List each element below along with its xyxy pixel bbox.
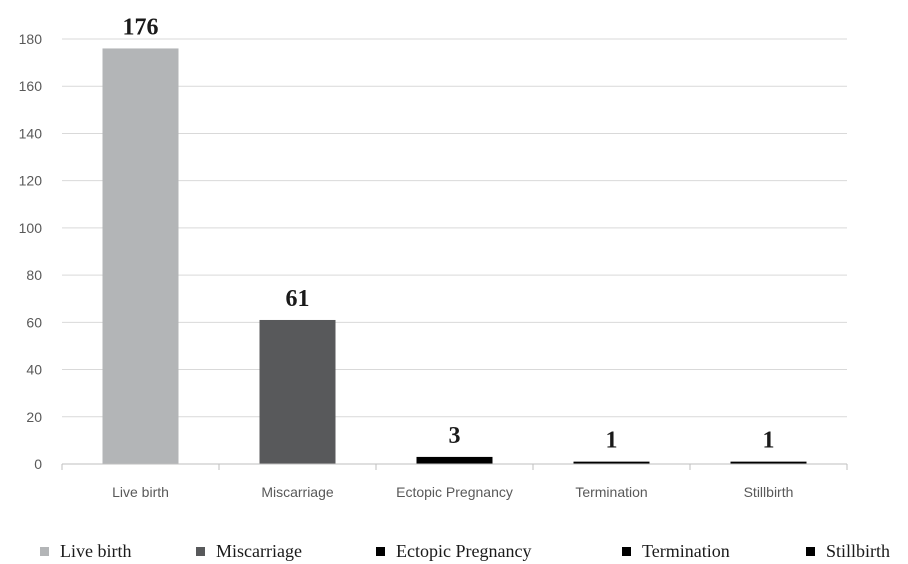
data-label: 3 [449, 423, 461, 449]
legend-entry: Live birth [60, 541, 131, 561]
data-label: 1 [763, 428, 775, 454]
x-tick-label: Miscarriage [261, 484, 334, 500]
y-tick-label: 100 [19, 220, 43, 236]
legend-swatch [376, 547, 385, 556]
x-tick-label: Stillbirth [744, 484, 794, 500]
legend-entry: Miscarriage [216, 541, 302, 561]
data-label: 176 [123, 14, 159, 40]
data-label: 61 [286, 286, 310, 312]
y-tick-label: 80 [26, 267, 42, 283]
y-tick-label: 180 [19, 31, 43, 47]
y-tick-label: 120 [19, 173, 43, 189]
legend-swatch [196, 547, 205, 556]
legend-entry: Termination [642, 541, 730, 561]
y-tick-label: 140 [19, 125, 43, 141]
legend: Live birth Miscarriage Ectopic Pregnancy Te… [40, 541, 890, 561]
y-axis: 0 20 40 60 80 100 120 140 160 180 [19, 31, 43, 472]
x-tick-label: Ectopic Pregnancy [396, 484, 513, 500]
y-tick-label: 0 [34, 456, 42, 472]
bar [416, 456, 493, 464]
x-tick-label: Termination [575, 484, 647, 500]
legend-swatch [40, 547, 49, 556]
gridlines [62, 38, 847, 418]
bar [730, 461, 807, 464]
y-tick-label: 160 [19, 78, 43, 94]
legend-entry: Ectopic Pregnancy [396, 541, 531, 561]
y-tick-label: 40 [26, 362, 42, 378]
data-label: 1 [606, 428, 618, 454]
legend-swatch [622, 547, 631, 556]
bar [573, 461, 650, 464]
legend-entry: Stillbirth [826, 541, 890, 561]
x-tick-label: Live birth [112, 484, 169, 500]
y-tick-label: 20 [26, 409, 42, 425]
bar [259, 319, 336, 464]
x-axis: Live birth Miscarriage Ectopic Pregnancy Te… [61, 463, 848, 500]
y-tick-label: 60 [26, 314, 42, 330]
bar [102, 48, 179, 464]
bars [102, 48, 807, 464]
legend-swatch [806, 547, 815, 556]
